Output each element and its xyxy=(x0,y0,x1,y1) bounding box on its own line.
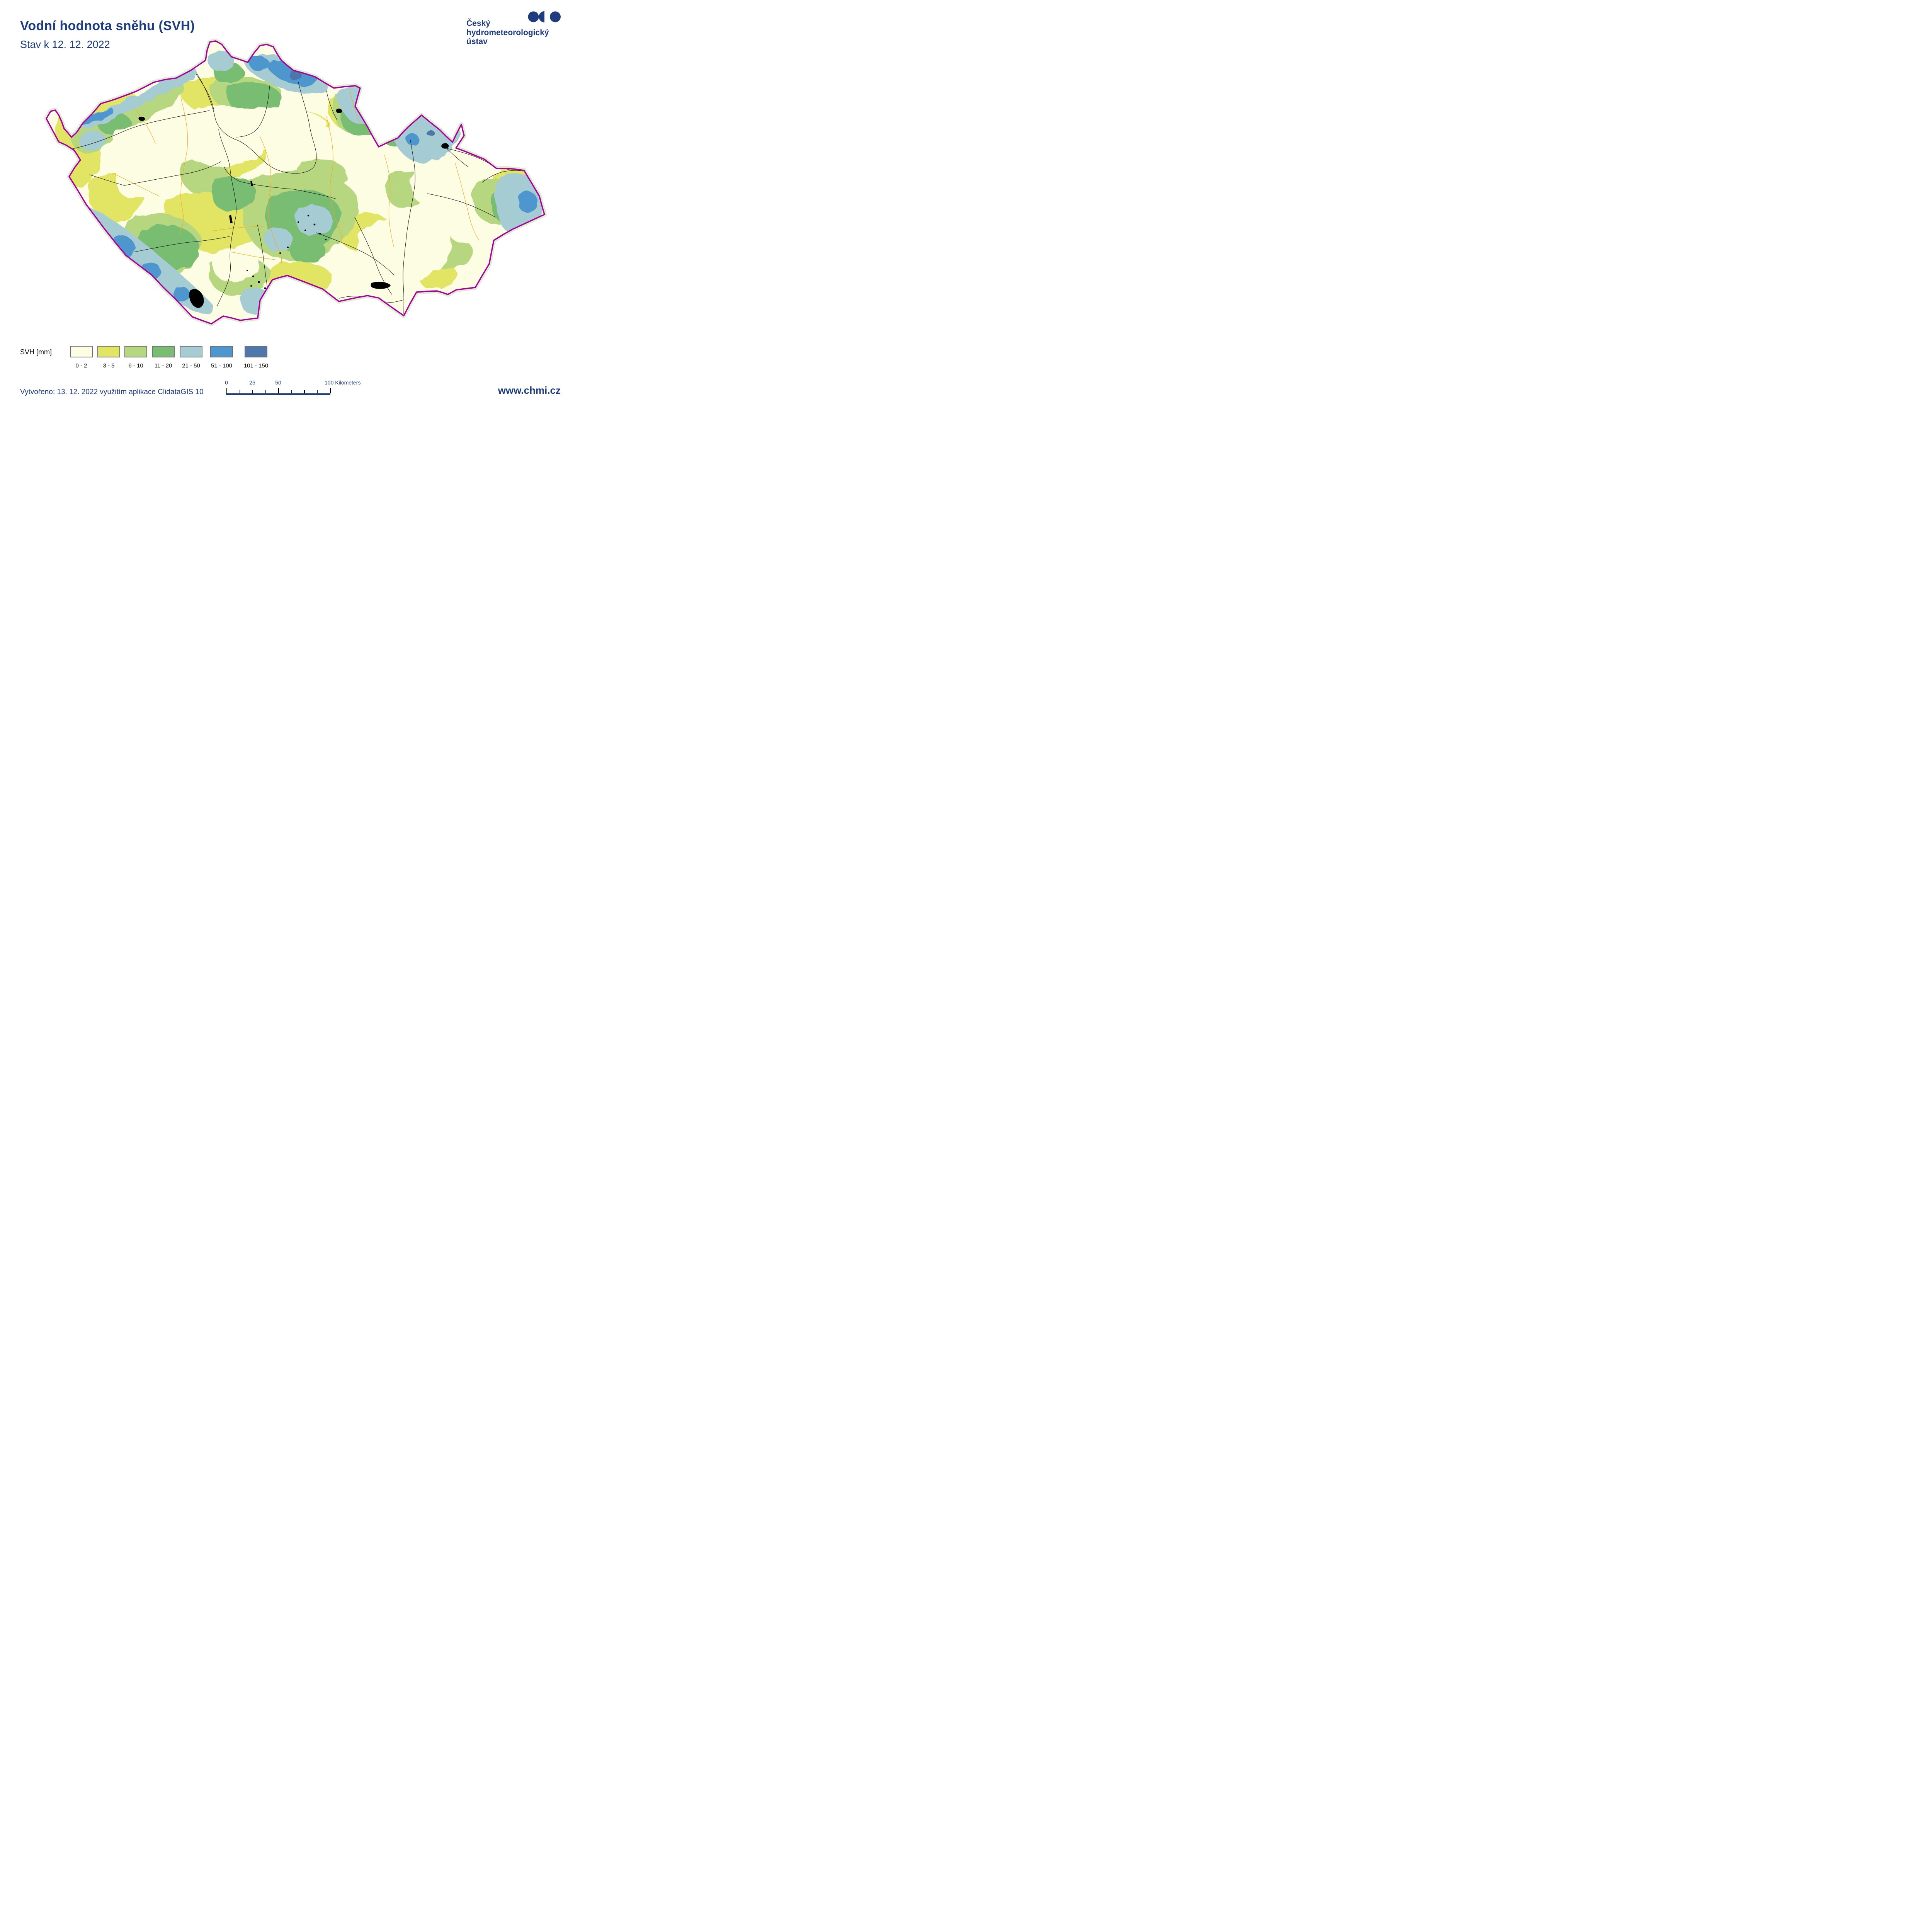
legend-swatch xyxy=(152,346,175,357)
legend-swatch xyxy=(124,346,147,357)
legend-swatch xyxy=(180,346,202,357)
scalebar-tick xyxy=(226,388,227,393)
legend-class-label: 0 - 2 xyxy=(75,362,87,369)
scalebar: 0 25 50 100 Kilometers xyxy=(224,379,386,396)
org-name-line: Český xyxy=(466,19,490,28)
legend-item: 11 - 20 xyxy=(152,346,175,369)
org-name: Český hydrometeorologický ústav xyxy=(466,19,549,46)
legend-class-label: 21 - 50 xyxy=(182,362,200,369)
legend-swatch xyxy=(245,346,267,357)
scalebar-label: 50 xyxy=(275,379,281,386)
legend-item: 101 - 150 xyxy=(243,346,269,369)
scalebar-tick xyxy=(304,390,305,393)
legend-class-label: 51 - 100 xyxy=(211,362,233,369)
legend-classes: 0 - 2 3 - 5 6 - 10 11 - 20 21 - 50 51 - 100 10… xyxy=(0,346,576,377)
legend-class-label: 11 - 20 xyxy=(154,362,172,369)
scalebar-tick xyxy=(330,388,331,393)
country-border xyxy=(46,40,545,325)
legend-item: 51 - 100 xyxy=(210,346,233,369)
legend-title: SVH [mm] xyxy=(20,348,52,356)
scalebar-label: 25 xyxy=(249,379,255,386)
legend-item: 6 - 10 xyxy=(124,346,147,369)
scalebar-tick xyxy=(317,390,318,393)
scalebar-end-label: 100 Kilometers xyxy=(325,379,361,386)
creation-note: Vytvořeno: 13. 12. 2022 využitím aplikac… xyxy=(20,388,204,396)
chmi-logo-icon xyxy=(528,11,561,22)
org-name-line: ústav xyxy=(466,37,488,46)
legend-item: 0 - 2 xyxy=(70,346,93,369)
scalebar-tick xyxy=(278,388,279,393)
snow-water-map xyxy=(44,39,547,326)
scalebar-tick xyxy=(265,390,266,393)
legend-swatch xyxy=(97,346,120,357)
legend-class-label: 3 - 5 xyxy=(103,362,115,369)
map-document: Vodní hodnota sněhu (SVH) Stav k 12. 12.… xyxy=(0,0,576,405)
legend-swatch xyxy=(70,346,93,357)
page-title: Vodní hodnota sněhu (SVH) xyxy=(20,19,195,33)
org-name-line: hydrometeorologický xyxy=(466,28,549,37)
scalebar-bar xyxy=(226,393,330,395)
legend-item: 3 - 5 xyxy=(97,346,120,369)
legend-swatch xyxy=(210,346,233,357)
page-subtitle: Stav k 12. 12. 2022 xyxy=(20,39,110,50)
legend-class-label: 6 - 10 xyxy=(128,362,143,369)
legend-item: 21 - 50 xyxy=(180,346,202,369)
scalebar-label: 0 xyxy=(225,379,228,386)
scalebar-tick xyxy=(252,390,253,393)
legend-class-label: 101 - 150 xyxy=(243,362,269,369)
website-link: www.chmi.cz xyxy=(498,384,561,396)
scalebar-tick xyxy=(291,390,292,393)
